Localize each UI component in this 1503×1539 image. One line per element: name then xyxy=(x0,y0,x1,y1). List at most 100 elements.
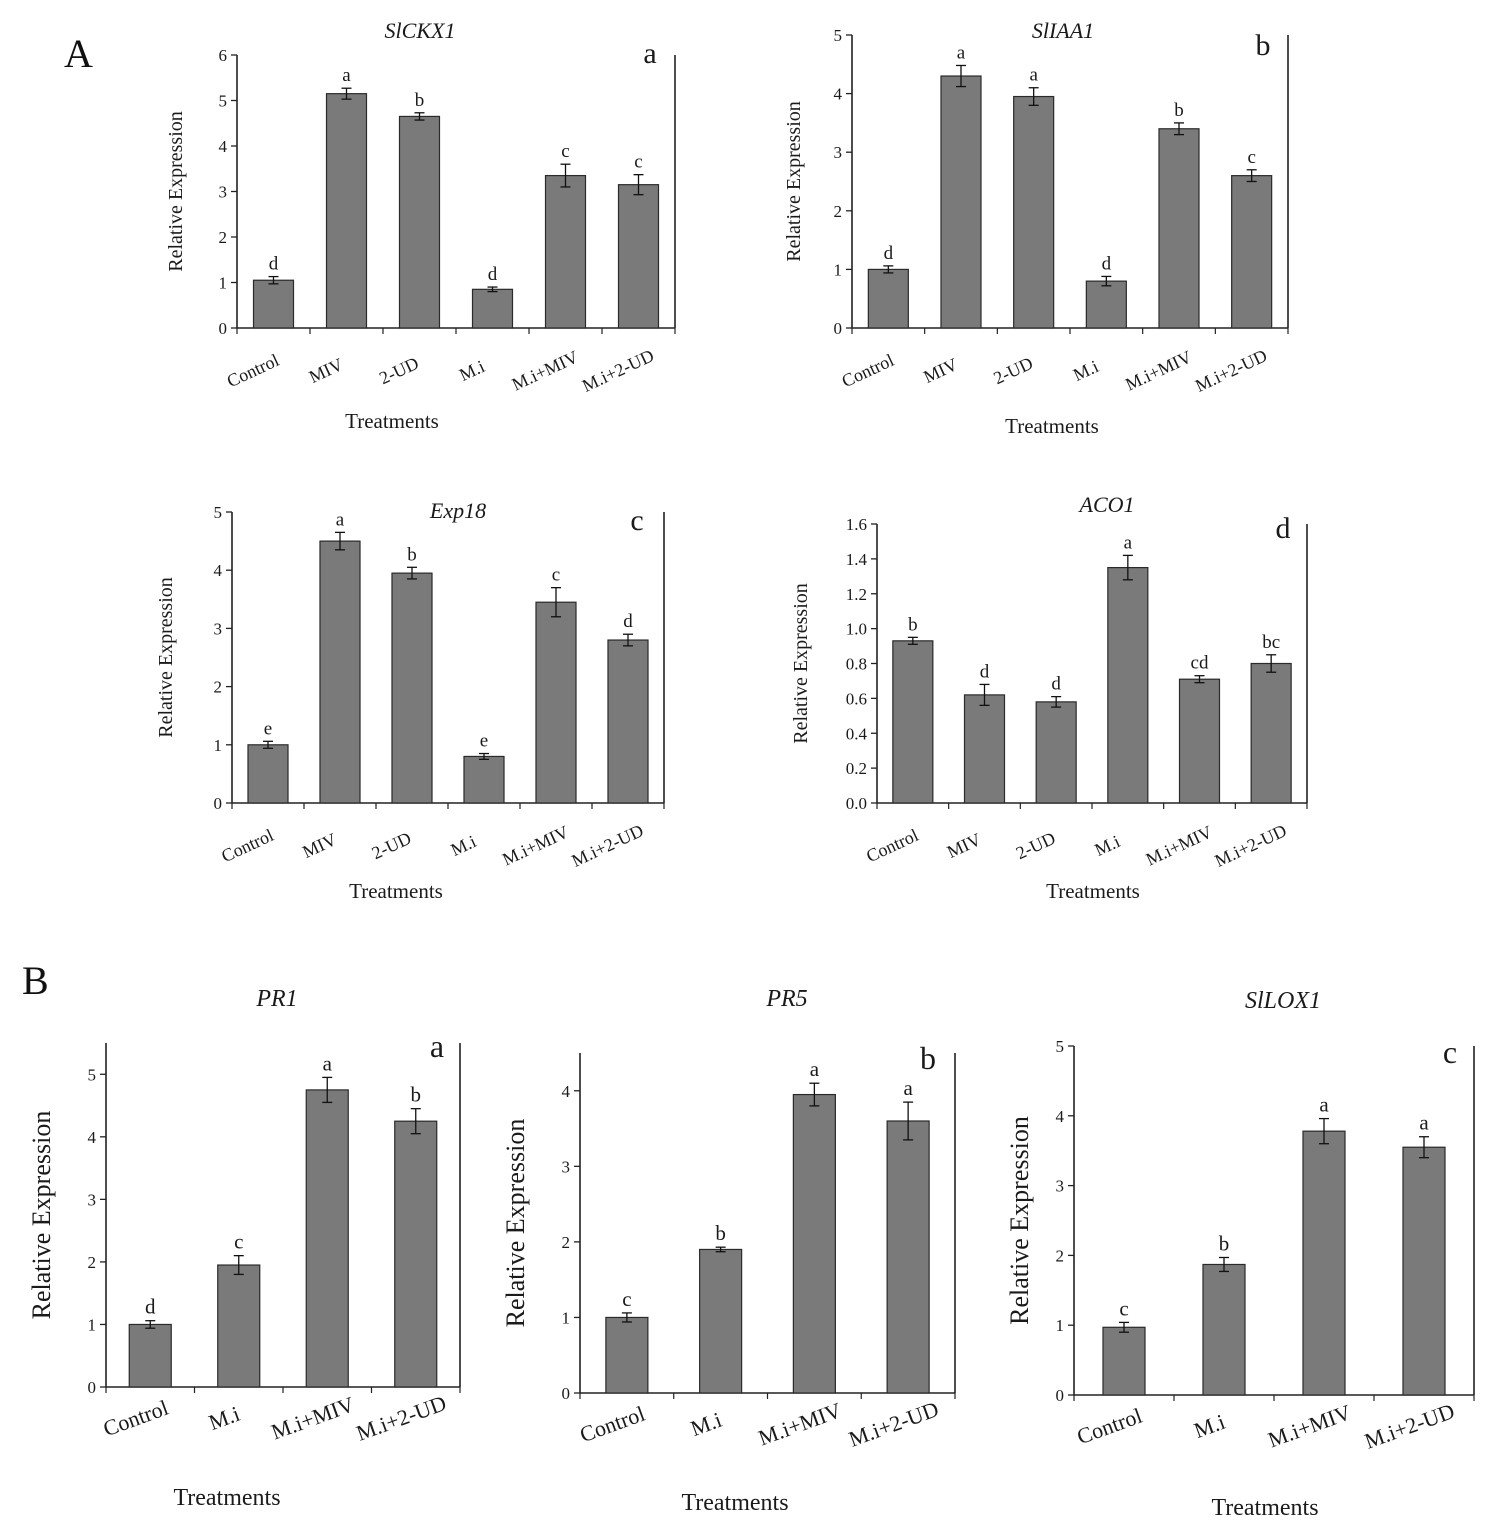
significance-letter: b xyxy=(908,614,918,635)
panel-letter: b xyxy=(920,1040,936,1076)
bar-m-i-2-ud xyxy=(886,1120,930,1394)
significance-letter: e xyxy=(264,718,272,739)
bar-m-i-miv xyxy=(535,601,577,804)
y-tick-label: 3 xyxy=(214,619,223,638)
y-tick-label: 4 xyxy=(88,1128,97,1147)
y-tick-label: 1 xyxy=(1056,1316,1065,1335)
y-tick-label: 1 xyxy=(219,274,228,293)
y-tick-label: 1.4 xyxy=(846,550,868,569)
bar-control xyxy=(128,1323,172,1388)
y-tick-label: 3 xyxy=(219,183,228,202)
panel-letter: c xyxy=(630,504,643,537)
significance-letter: c xyxy=(234,1230,243,1254)
significance-letter: a xyxy=(957,42,966,63)
y-tick-label: 0 xyxy=(214,794,223,813)
bar-control xyxy=(247,744,289,804)
section-label-b: B xyxy=(22,958,49,1003)
x-axis-label: Treatments xyxy=(349,879,443,903)
bar-m-i-miv xyxy=(544,174,587,329)
x-axis-label: Treatments xyxy=(1005,414,1099,438)
significance-letter: c xyxy=(634,152,642,173)
y-tick-label: 5 xyxy=(1056,1037,1065,1056)
y-tick-label: 1 xyxy=(88,1315,97,1334)
x-axis-label: Treatments xyxy=(1211,1495,1318,1521)
panel-letter: b xyxy=(1256,29,1271,62)
significance-letter: a xyxy=(903,1076,913,1100)
y-axis-label: Relative Expression xyxy=(1005,1116,1034,1325)
y-tick-label: 3 xyxy=(834,143,843,162)
x-axis-label: Treatments xyxy=(173,1485,280,1511)
bar-control xyxy=(867,268,909,329)
significance-letter: d xyxy=(980,661,990,682)
significance-letter: d xyxy=(884,243,894,264)
panel-letter: a xyxy=(430,1028,444,1064)
significance-letter: b xyxy=(415,90,425,111)
y-tick-label: 1 xyxy=(562,1308,571,1327)
y-tick-label: 1.2 xyxy=(846,585,867,604)
x-tick-label: M.i+MIV xyxy=(1265,1399,1355,1452)
bar-m-i-2-ud xyxy=(617,184,660,329)
y-tick-label: 2 xyxy=(214,678,223,697)
significance-letter: e xyxy=(480,731,488,752)
bar-miv xyxy=(325,93,368,329)
y-tick-label: 3 xyxy=(562,1157,571,1176)
y-tick-label: 3 xyxy=(1056,1177,1065,1196)
significance-letter: a xyxy=(336,509,345,530)
bar-m-i-miv xyxy=(1178,678,1221,804)
chart-title: SlIAA1 xyxy=(1032,18,1094,43)
bar-m-i xyxy=(463,755,505,804)
y-tick-label: 0.2 xyxy=(846,759,867,778)
y-tick-label: 3 xyxy=(88,1190,97,1209)
significance-letter: b xyxy=(1219,1231,1230,1255)
significance-letter: b xyxy=(715,1221,726,1245)
y-tick-label: 4 xyxy=(214,561,223,580)
significance-letter: b xyxy=(411,1083,422,1107)
significance-letter: cd xyxy=(1191,653,1209,674)
y-axis-label: Relative Expression xyxy=(790,583,812,744)
bar-miv xyxy=(319,540,361,804)
bar-m-i-miv xyxy=(305,1089,349,1388)
y-axis-label: Relative Expression xyxy=(27,1111,56,1320)
bar-m-i-2-ud xyxy=(394,1120,438,1388)
bar-control xyxy=(892,640,934,804)
chart-title: ACO1 xyxy=(1078,492,1135,517)
bar-2-ud xyxy=(1035,701,1077,804)
y-tick-label: 2 xyxy=(88,1253,97,1272)
y-tick-label: 2 xyxy=(562,1233,571,1252)
significance-letter: d xyxy=(145,1295,156,1319)
bar-control xyxy=(252,279,295,329)
y-tick-label: 4 xyxy=(834,85,843,104)
bar-miv xyxy=(940,75,982,329)
significance-letter: a xyxy=(810,1057,820,1081)
section-label-a: A xyxy=(64,31,93,76)
y-tick-label: 1 xyxy=(834,260,843,279)
chart-title: PR1 xyxy=(255,986,297,1012)
bar-m-i xyxy=(217,1264,261,1388)
significance-letter: d xyxy=(1102,253,1112,274)
y-tick-label: 2 xyxy=(219,228,228,247)
y-tick-label: 0 xyxy=(562,1384,571,1403)
y-tick-label: 0.8 xyxy=(846,655,867,674)
y-tick-label: 2 xyxy=(1056,1246,1065,1265)
y-tick-label: 1.6 xyxy=(846,515,867,534)
significance-letter: c xyxy=(1119,1296,1128,1320)
y-tick-label: 4 xyxy=(562,1082,571,1101)
significance-letter: a xyxy=(1319,1093,1329,1117)
panel-letter: d xyxy=(1276,512,1291,545)
x-axis-label: Treatments xyxy=(1046,879,1140,903)
y-tick-label: 0.6 xyxy=(846,689,867,708)
bar-m-i-miv xyxy=(792,1093,836,1394)
significance-letter: a xyxy=(1419,1111,1429,1135)
y-axis-label: Relative Expression xyxy=(155,577,177,738)
chart-title: SlCKX1 xyxy=(385,18,456,43)
significance-letter: c xyxy=(552,565,560,586)
bar-m-i-2-ud xyxy=(1231,175,1273,329)
y-tick-label: 1 xyxy=(214,736,223,755)
significance-letter: bc xyxy=(1262,632,1280,653)
y-tick-label: 0 xyxy=(834,319,843,338)
